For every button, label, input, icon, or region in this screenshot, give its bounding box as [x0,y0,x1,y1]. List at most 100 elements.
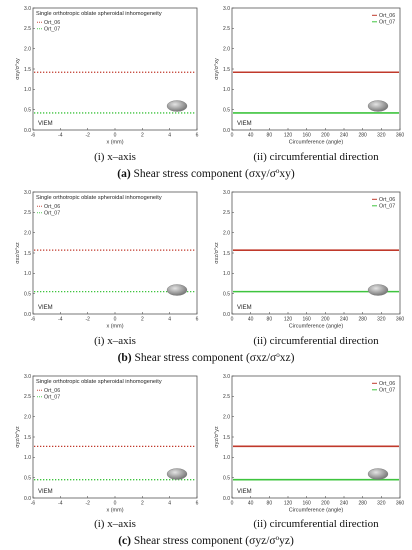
legend-label: Ort_06 [379,13,395,19]
legend-label: Ort_07 [44,211,60,217]
y-tick-label: 2.5 [223,394,230,400]
x-tick-label: 80 [267,133,273,139]
x-tick-label: 120 [284,501,293,507]
spheroid-inset-icon [166,468,188,480]
y-tick-label: 2.0 [223,414,230,420]
y-axis-label: σxz/σ°xz [214,242,220,264]
x-tick-label: 240 [340,317,349,323]
y-tick-label: 0.5 [24,291,31,297]
viem-label: VIEM [38,489,53,495]
x-axis-label: x (mm) [106,508,123,514]
y-tick-label: 3.0 [24,190,31,196]
spheroid-inset-icon [367,468,389,480]
y-tick-label: 1.0 [223,271,230,277]
y-tick-label: 2.0 [24,414,31,420]
y-tick-label: 3.0 [24,374,31,380]
x-tick-label: 2 [141,133,144,139]
x-tick-label: -2 [85,133,90,139]
subcaption-right: (ii) circumferential direction [253,151,379,163]
legend-label: Ort_07 [379,204,395,210]
y-tick-label: 0.5 [24,107,31,113]
legend-label: Ort_06 [379,381,395,387]
y-tick-label: 3.0 [223,6,230,12]
legend-label: Ort_07 [44,395,60,401]
y-tick-label: 0.5 [24,475,31,481]
x-tick-label: 0 [114,133,117,139]
x-tick-label: 320 [377,317,386,323]
x-tick-label: -2 [85,501,90,507]
x-tick-label: 0 [114,317,117,323]
x-tick-label: 4 [168,317,171,323]
y-tick-label: 2.0 [24,230,31,236]
x-tick-label: -2 [85,317,90,323]
legend-label: Ort_06 [44,20,60,26]
y-tick-label: 0.0 [223,496,230,502]
x-tick-label: -4 [58,133,63,139]
caption-text: Shear stress component (σyz/σ [134,535,277,547]
y-tick-label: 3.0 [223,374,230,380]
subcaption-left: (i) x–axis [94,335,136,347]
x-tick-label: 0 [231,501,234,507]
x-axis-label: x (mm) [106,324,123,330]
y-tick-label: 0.5 [223,107,230,113]
caption-end: yz) [279,535,294,547]
x-tick-label: 80 [267,501,273,507]
x-tick-label: -6 [31,501,36,507]
viem-label: VIEM [237,121,252,127]
x-axis-label: Circumference (angle) [289,508,344,514]
legend-label: Ort_06 [44,388,60,394]
subcaption-right: (ii) circumferential direction [253,518,379,530]
x-tick-label: -4 [58,501,63,507]
subcaption-left: (i) x–axis [94,518,136,530]
y-tick-label: 1.0 [223,87,230,93]
x-axis-label: x (mm) [106,140,123,146]
x-tick-label: 80 [267,317,273,323]
x-tick-label: 0 [114,501,117,507]
y-axis-label: σyz/σ°yz [15,426,21,448]
caption-text: Shear stress component (σxy/σ [134,168,277,180]
y-tick-label: 2.5 [223,210,230,216]
x-tick-label: 320 [377,133,386,139]
x-tick-label: 0 [231,133,234,139]
y-tick-label: 1.5 [223,435,230,441]
y-tick-label: 2.0 [223,46,230,52]
y-tick-label: 0.0 [223,128,230,134]
y-tick-label: 3.0 [223,190,230,196]
x-tick-label: -6 [31,317,36,323]
y-tick-label: 2.0 [223,230,230,236]
y-tick-label: 2.0 [24,46,31,52]
x-tick-label: 160 [302,317,311,323]
chart-title: Single orthotropic oblate spheroidal inh… [36,379,162,385]
caption-letter: (c) [118,535,134,547]
caption-superscript: o [276,167,280,175]
chart-panel-1-1: 0.0 0.5 1.0 1.5 2.0 2.5 3.0 0 40 80 120 160 200 240 28… [214,190,404,330]
y-axis-label: σxy/σ°xy [15,58,21,80]
y-axis-label: σyz/σ°yz [214,426,220,448]
chart-panel-2-0: 0.0 0.5 1.0 1.5 2.0 2.5 3.0 -6 -4 -2 0 2 4 6 x (mm) σyz… [15,374,199,514]
legend-label: Ort_06 [44,204,60,210]
x-tick-label: 6 [196,501,199,507]
spheroid-inset-icon [367,284,389,296]
y-tick-label: 0.0 [24,496,31,502]
y-tick-label: 2.5 [24,26,31,32]
y-tick-label: 1.5 [24,435,31,441]
x-tick-label: 120 [284,317,293,323]
x-tick-label: 240 [340,501,349,507]
legend-label: Ort_07 [379,388,395,394]
y-tick-label: 0.0 [24,312,31,318]
chart-title: Single orthotropic oblate spheroidal inh… [36,11,162,17]
y-tick-label: 1.5 [223,67,230,73]
y-tick-label: 0.0 [223,312,230,318]
x-tick-label: 200 [321,317,330,323]
x-tick-label: 320 [377,501,386,507]
viem-label: VIEM [237,305,252,311]
caption-end: xz) [280,352,295,364]
y-tick-label: 1.5 [223,251,230,257]
x-tick-label: 2 [141,501,144,507]
row-caption: (a) Shear stress component (σxy/σoxy) [117,167,295,180]
y-tick-label: 2.5 [24,210,31,216]
x-tick-label: 240 [340,133,349,139]
chart-panel-0-0: 0.0 0.5 1.0 1.5 2.0 2.5 3.0 -6 -4 -2 0 2 4 6 x (mm) σxy… [15,6,199,146]
viem-label: VIEM [38,305,53,311]
